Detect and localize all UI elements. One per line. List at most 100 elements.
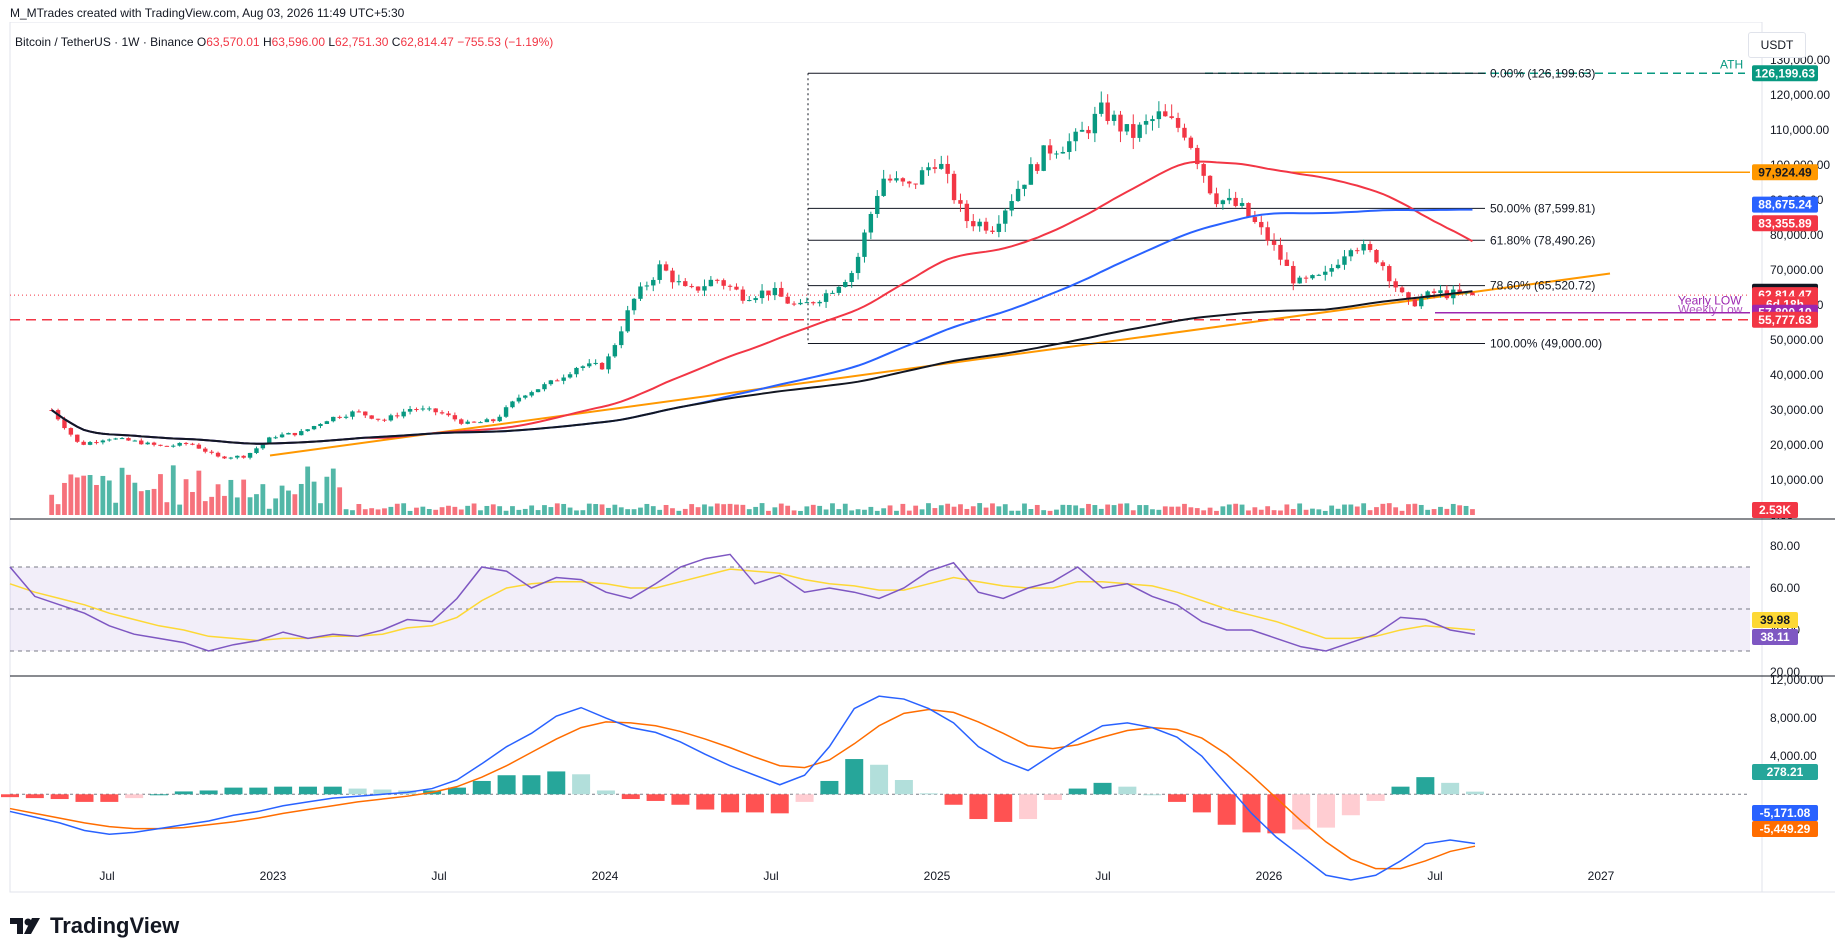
- volume-bar: [593, 504, 599, 515]
- volume-bar: [401, 503, 407, 515]
- candle-body: [337, 416, 342, 418]
- candle-body: [1035, 164, 1040, 171]
- chart-frame: [9, 21, 1763, 893]
- candle-body: [209, 451, 214, 453]
- rsi-axis-tick: 20.00: [1770, 665, 1800, 679]
- macd-histogram-bar: [596, 790, 615, 795]
- volume-bar: [330, 468, 336, 515]
- candle-body: [177, 442, 182, 446]
- volume-bar: [106, 480, 112, 515]
- symbol-title[interactable]: Bitcoin / TetherUS · 1W · Binance: [15, 35, 194, 49]
- candle-body: [1175, 117, 1181, 128]
- volume-bar: [382, 508, 387, 515]
- candle-body: [324, 421, 330, 424]
- volume-bar: [599, 504, 605, 515]
- candle-body: [542, 384, 547, 390]
- volume-bar: [81, 475, 87, 515]
- candle-body: [1271, 240, 1277, 245]
- currency-button[interactable]: USDT: [1748, 32, 1806, 58]
- candle-body: [1086, 129, 1091, 134]
- candle-body: [1195, 147, 1200, 165]
- volume-bar: [522, 508, 528, 515]
- volume-bar: [1041, 510, 1047, 515]
- volume-bar: [1284, 504, 1290, 515]
- candle-body: [1361, 244, 1366, 251]
- macd-histogram-bar: [1391, 786, 1410, 795]
- candle-body: [190, 443, 195, 445]
- macd-histogram-bar: [199, 790, 218, 795]
- candle-body: [1387, 266, 1392, 282]
- candle-body: [887, 178, 893, 181]
- volume-bar: [337, 487, 343, 515]
- volume-bar: [286, 490, 291, 515]
- candle-body: [1054, 153, 1059, 155]
- macd-pane[interactable]: 4,000.00 8,000.00 12,000.00 278.21 -5,171.08…: [1, 673, 1824, 881]
- candle-body: [1047, 145, 1053, 154]
- candle-body: [1393, 281, 1398, 288]
- candle-body: [676, 281, 682, 283]
- macd-histogram-bar: [1267, 794, 1286, 834]
- macd-histogram-bar: [621, 794, 640, 800]
- volume-label-text: 2.53K: [1759, 503, 1791, 517]
- open-label: O: [196, 35, 207, 49]
- rsi-value-tag: [1752, 612, 1798, 628]
- volume-bar: [1137, 505, 1143, 515]
- price-candles[interactable]: [49, 91, 1475, 460]
- candle-body: [900, 178, 906, 182]
- volume-bar: [1399, 510, 1405, 515]
- volume-bar: [1079, 508, 1085, 515]
- symbol-legend[interactable]: Bitcoin / TetherUS · 1W · Binance O63,57…: [15, 35, 553, 49]
- candle-body: [164, 445, 170, 447]
- top-bar: M_MTrades created with TradingView.com, …: [0, 0, 1835, 22]
- candle-body: [657, 264, 662, 280]
- volume-bar: [138, 491, 144, 515]
- volume-bar: [407, 510, 413, 515]
- volume-bar: [1252, 507, 1258, 515]
- volume-bar: [394, 503, 400, 515]
- candle-body: [343, 416, 349, 418]
- macd-histogram-bar: [348, 788, 367, 795]
- candle-body: [964, 203, 970, 222]
- volume-bar: [273, 498, 279, 515]
- volume-bar: [1386, 503, 1392, 515]
- candle-body: [363, 411, 368, 416]
- brand-name: TradingView: [50, 913, 180, 938]
- candle-body: [407, 409, 413, 412]
- candle-body: [420, 408, 426, 410]
- tradingview-logo-icon: [10, 918, 40, 934]
- candle-body: [1316, 274, 1322, 276]
- volume-bar: [906, 510, 912, 515]
- volume-bar: [682, 508, 688, 515]
- volume-bar: [1015, 510, 1021, 515]
- volume-bar: [510, 506, 515, 515]
- volume-bar: [458, 509, 464, 515]
- candle-body: [395, 415, 400, 417]
- volume-bar: [234, 497, 240, 515]
- candle-body: [1233, 197, 1238, 206]
- volume-bar: [68, 474, 74, 515]
- candle-body: [1399, 287, 1405, 293]
- candle-body: [68, 428, 74, 435]
- volume-bar: [849, 510, 855, 515]
- candle-body: [555, 380, 560, 382]
- macd-histogram-bar: [994, 794, 1013, 822]
- price-labels: 126,199.6397,924.4988,675.2483,355.8963,…: [1752, 65, 1818, 518]
- macd-value-tag: [1752, 764, 1818, 780]
- candle-body: [983, 221, 989, 231]
- candle-body: [318, 423, 323, 427]
- tradingview-brand[interactable]: TradingView: [10, 911, 179, 941]
- volume-bar: [1463, 505, 1469, 515]
- time-axis-tick: Jul: [431, 869, 446, 883]
- candle-body: [619, 331, 624, 346]
- price-axis-tick: 20,000.00: [1770, 438, 1824, 452]
- time-axis-tick: 2025: [924, 869, 951, 883]
- candle-body: [881, 178, 886, 196]
- volume-bar: [638, 507, 643, 515]
- time-axis[interactable]: Jul 2023 Jul 2024 Jul 2025 Jul 2026 Jul 2027: [99, 869, 1614, 883]
- volume-bar: [1066, 504, 1072, 515]
- volume-bar: [215, 484, 221, 515]
- volume-bar: [414, 507, 419, 515]
- candle-body: [215, 452, 221, 457]
